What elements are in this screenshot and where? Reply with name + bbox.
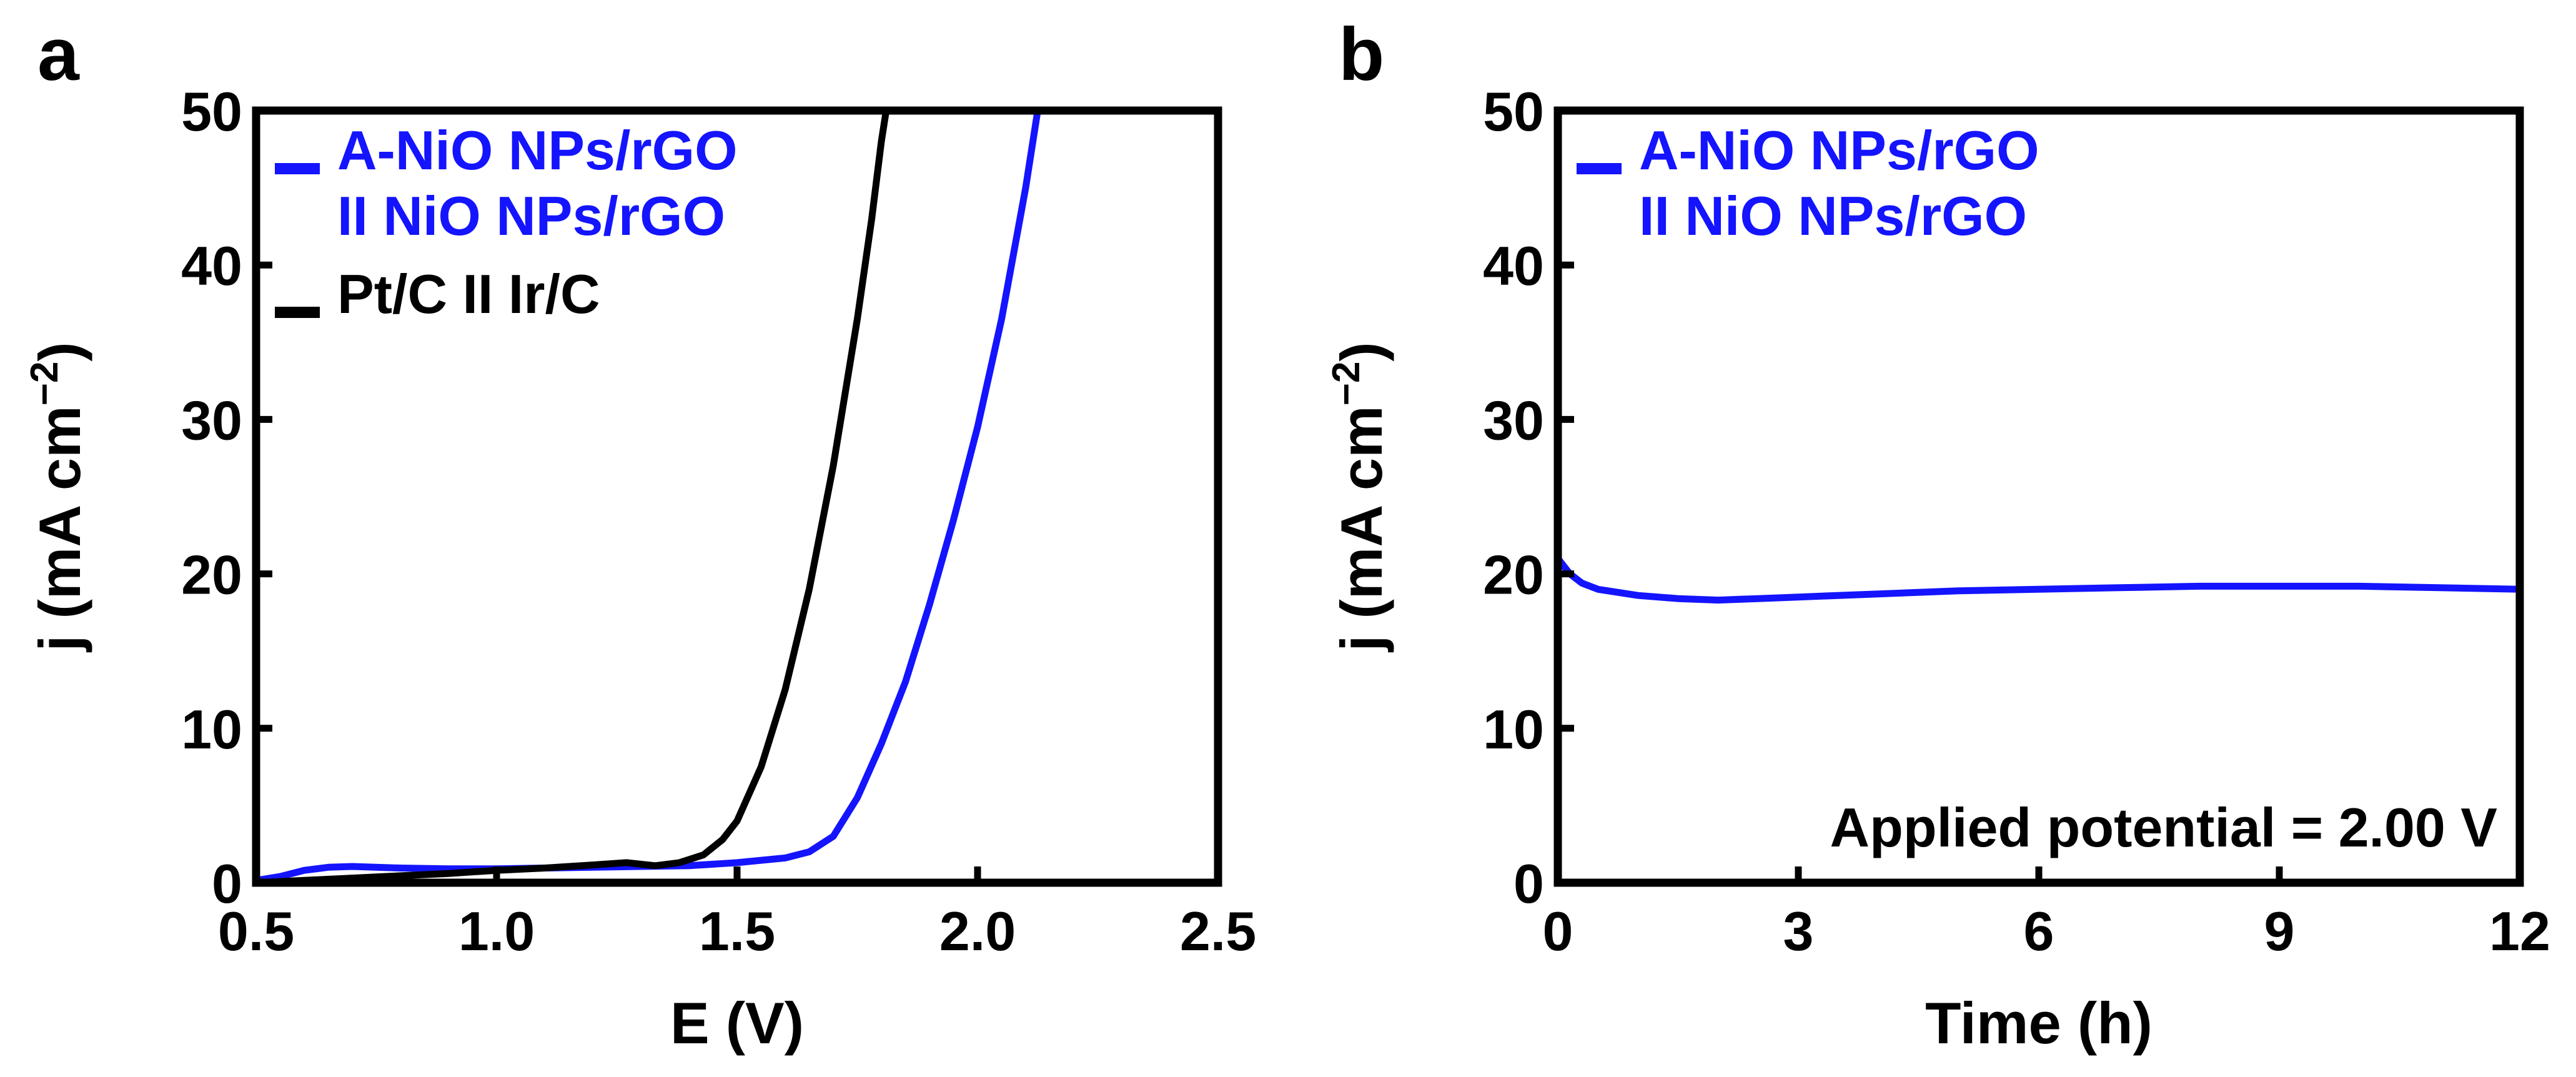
y-axis-label-main: j (mA cm [27,405,92,653]
x-tick-label: 3 [1783,900,1814,962]
y-axis-label-close: ) [1329,342,1394,361]
x-tick-label: 0.5 [218,900,294,962]
panel-letter: b [1339,12,1384,96]
x-tick-label: 2.0 [939,900,1016,962]
x-tick-label: 1.5 [699,900,775,962]
legend-label-line2: II NiO NPs/rGO [337,185,725,247]
x-tick-label: 12 [2489,900,2550,962]
y-tick-label: 30 [181,389,242,451]
y-tick-label: 40 [181,235,242,297]
x-tick-label: 6 [2024,900,2054,962]
y-tick-label: 50 [1483,81,1544,142]
y-tick-label: 0 [1513,853,1544,915]
legend-label: Pt/C II Ir/C [337,263,600,325]
annotation-text: Applied potential = 2.00 V [1830,797,2498,858]
panel-b: b 0 3 6 9 12 0 10 20 30 40 50 Time (h) j (mA cm−2) A-N… [1325,12,2550,1056]
y-axis-label-main: j (mA cm [1329,405,1394,653]
legend-label-line2: II NiO NPs/rGO [1639,185,2027,247]
x-tick-label: 2.5 [1180,900,1256,962]
y-axis-label-sup: −2 [23,362,66,406]
y-tick-label: 20 [1483,544,1544,606]
series-line-0 [256,111,1041,883]
y-tick-label: 40 [1483,235,1544,297]
panel-a: a 0.5 1.0 1.5 2.0 2.5 0 10 20 30 40 50 E (V) j (mA cm… [23,12,1256,1056]
y-tick-label: 10 [181,698,242,760]
panel-letter: a [37,12,80,96]
series-line-1 [256,111,890,883]
y-tick-label: 30 [1483,389,1544,451]
x-tick-label: 0 [1543,900,1573,962]
x-tick-label: 1.0 [458,900,535,962]
y-axis-label-sup: −2 [1325,362,1368,406]
legend-label: A-NiO NPs/rGO [337,119,738,181]
legend-label: A-NiO NPs/rGO [1639,119,2039,181]
y-axis-label: j (mA cm−2) [23,342,92,653]
series-line-0 [1558,555,2520,604]
y-tick-label: 10 [1483,698,1544,760]
y-tick-label: 50 [181,81,242,142]
x-tick-label: 9 [2264,900,2295,962]
y-axis-label-close: ) [27,342,92,361]
x-axis-label: E (V) [670,990,804,1056]
y-tick-label: 20 [181,544,242,606]
x-axis-label: Time (h) [1925,990,2152,1056]
y-tick-label: 0 [212,853,242,915]
y-axis-label: j (mA cm−2) [1325,342,1394,653]
